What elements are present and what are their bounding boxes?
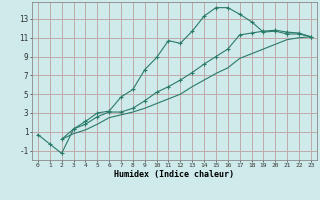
- X-axis label: Humidex (Indice chaleur): Humidex (Indice chaleur): [115, 170, 234, 179]
